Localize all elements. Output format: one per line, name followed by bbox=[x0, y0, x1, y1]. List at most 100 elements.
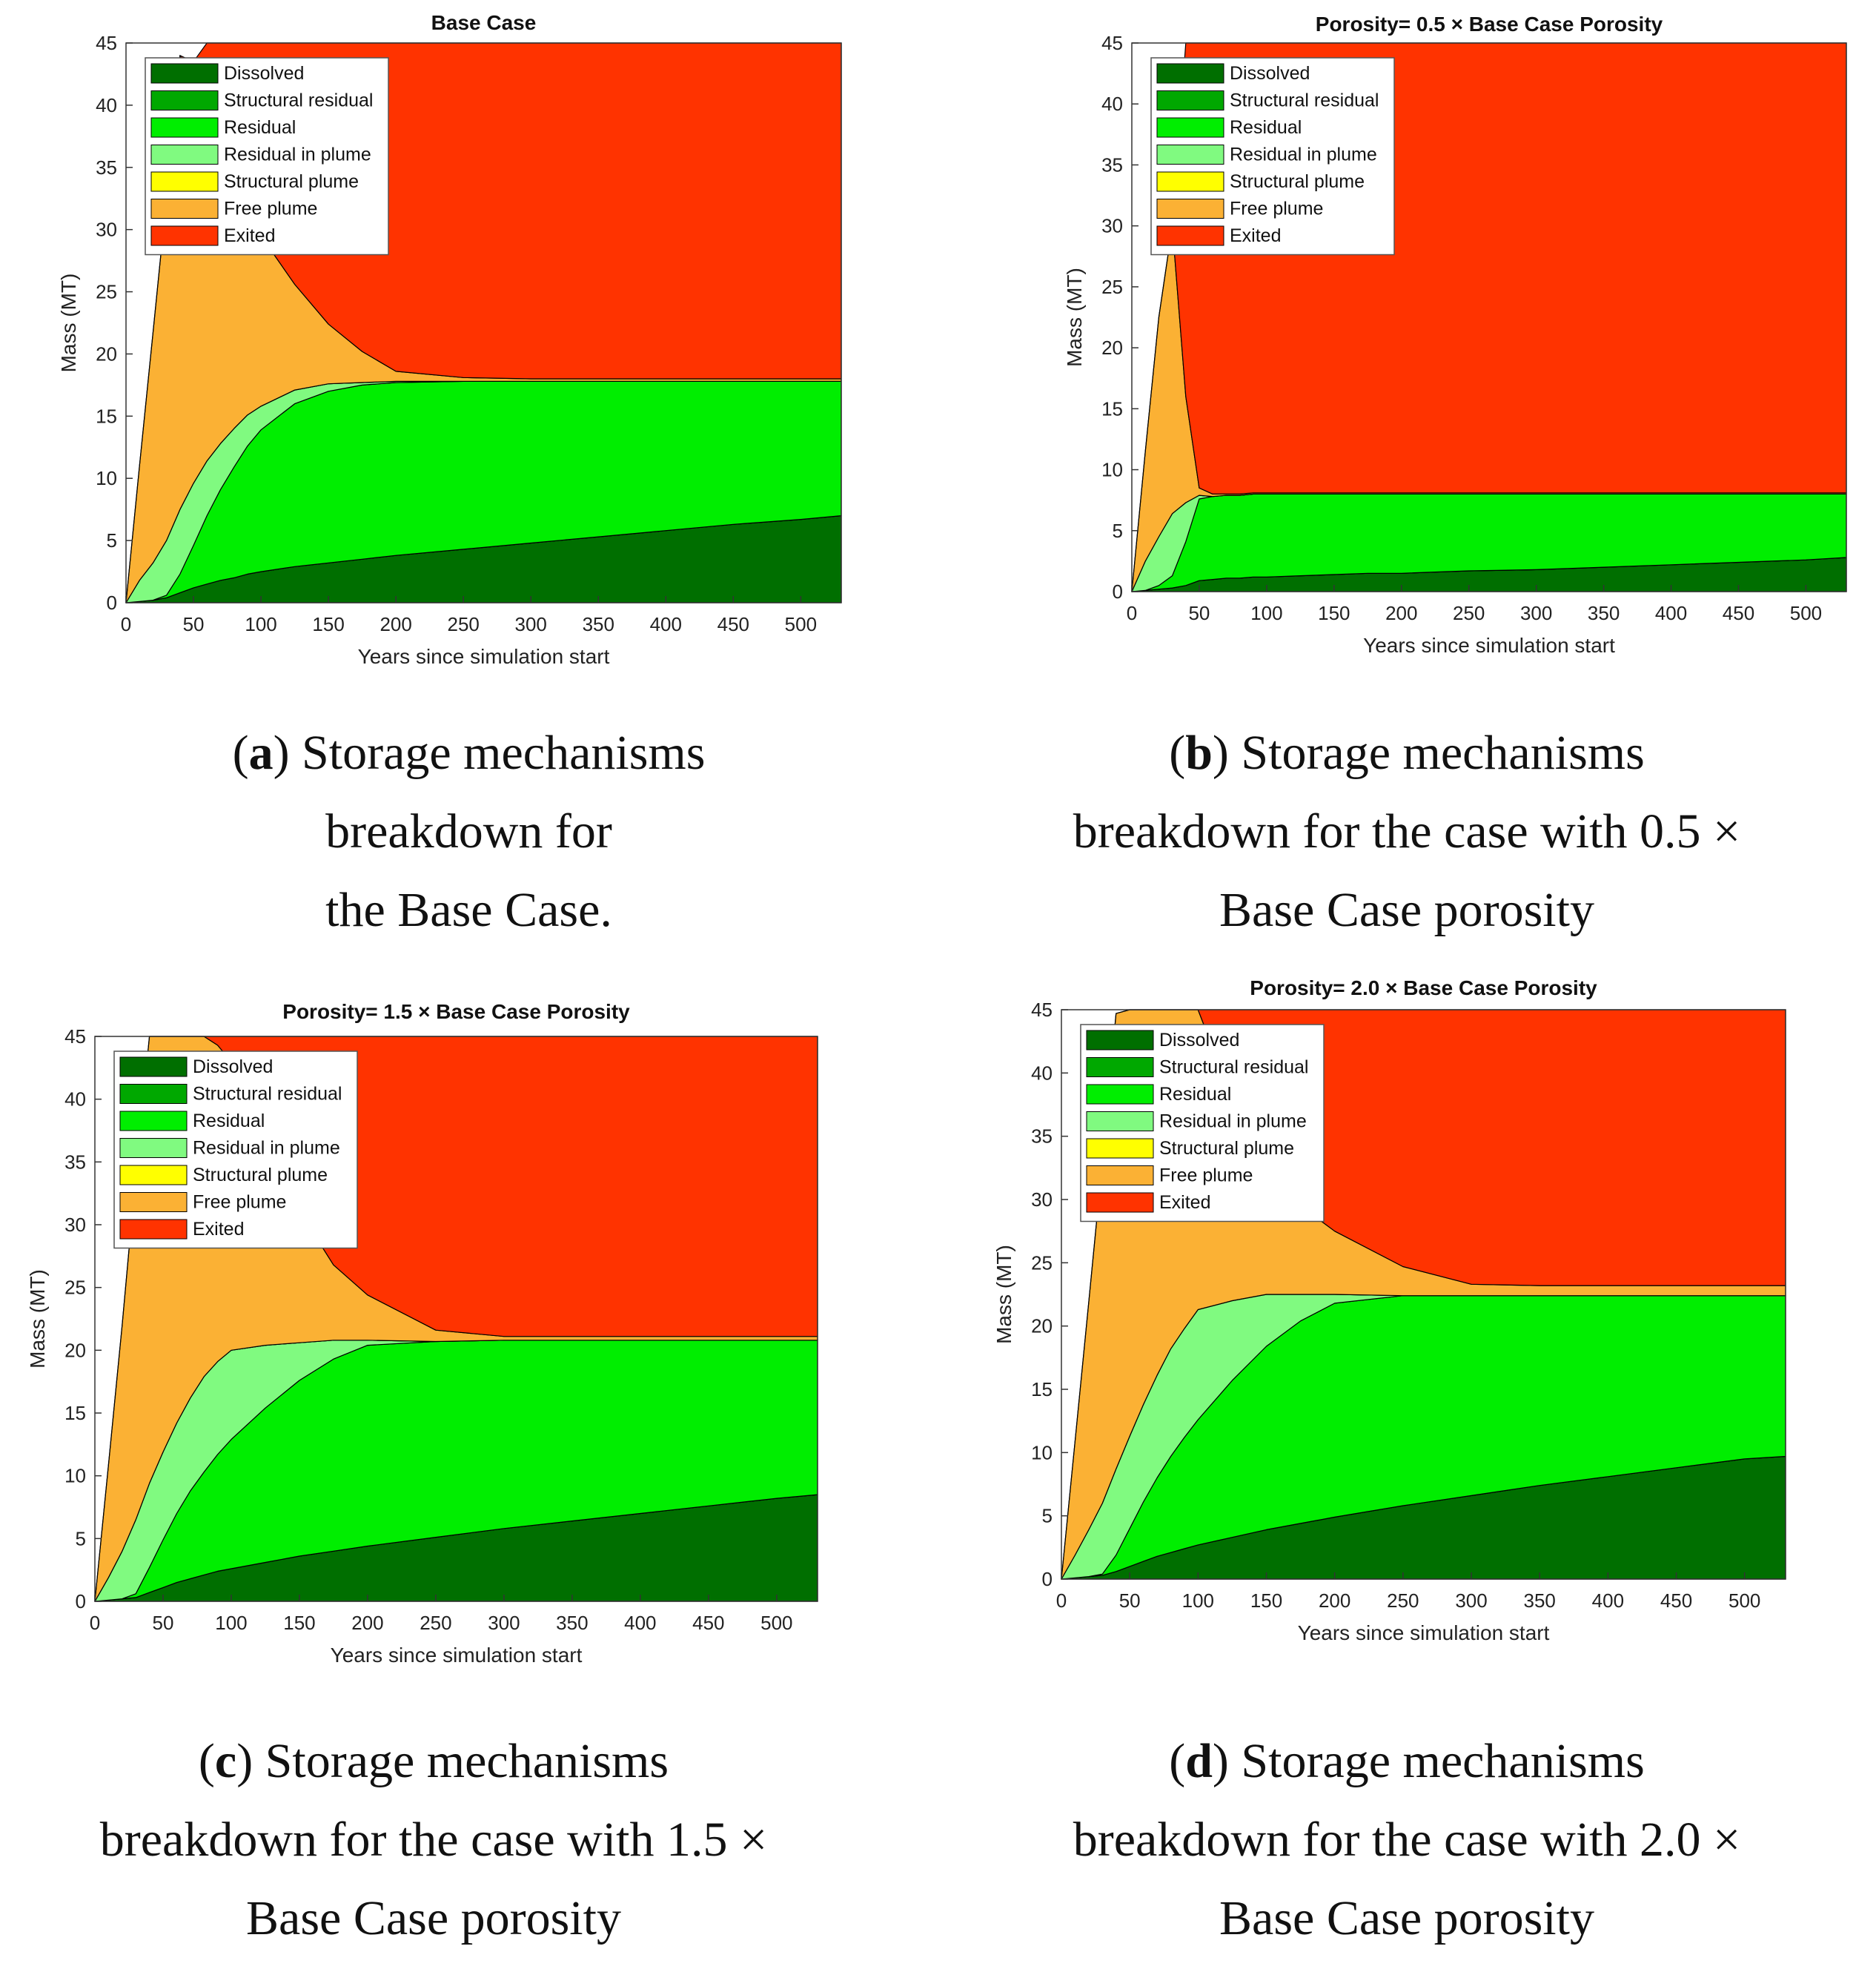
y-tick-label-a: 40 bbox=[96, 94, 117, 116]
y-tick-label-c: 30 bbox=[64, 1214, 86, 1236]
x-tick-label-c: 350 bbox=[556, 1612, 588, 1634]
caption-b-line-1: (b) Storage mechanisms bbox=[1169, 726, 1645, 780]
x-tick-label-d: 0 bbox=[1056, 1589, 1067, 1612]
y-axis-label-c: Mass (MT) bbox=[26, 1269, 49, 1369]
x-tick-label-d: 300 bbox=[1455, 1589, 1487, 1612]
legend-label-c: Dissolved bbox=[193, 1056, 273, 1077]
y-tick-label-d: 45 bbox=[1031, 999, 1053, 1021]
y-axis-label-d: Mass (MT) bbox=[992, 1245, 1015, 1344]
x-tick-label-b: 100 bbox=[1250, 602, 1282, 624]
chart-title-a: Base Case bbox=[431, 11, 537, 34]
legend-swatch-c bbox=[119, 1056, 188, 1077]
y-tick-label-c: 10 bbox=[64, 1465, 86, 1487]
caption-a-letter: a bbox=[248, 726, 274, 780]
caption-b-line-3: Base Case porosity bbox=[1219, 883, 1594, 937]
x-tick-label-d: 150 bbox=[1250, 1589, 1282, 1612]
legend-label-d: Dissolved bbox=[1159, 1030, 1239, 1050]
caption-c-line-1: (c) Storage mechanisms bbox=[198, 1734, 669, 1788]
x-tick-label-a: 150 bbox=[312, 613, 344, 635]
legend-swatch-b bbox=[1156, 199, 1224, 219]
chart-panel-a: 0 50 100 150 200 250 300 350 400 450 500 0 5 10 15 20 25… bbox=[0, 0, 938, 689]
legend-swatch-c bbox=[119, 1111, 188, 1131]
legend-swatch-c bbox=[119, 1192, 188, 1212]
chart-title-c: Porosity= 1.5 × Base Case Porosity bbox=[282, 1000, 630, 1023]
caption-c-line-3: Base Case porosity bbox=[246, 1891, 621, 1945]
chart-svg-c: 0 50 100 150 200 250 300 350 400 450 500 0 5 10 15 20 25… bbox=[26, 1000, 818, 1667]
chart-svg-b: 0 50 100 150 200 250 300 350 400 450 500 0 5 10 15 20 25… bbox=[1063, 13, 1847, 657]
legend-label-d: Exited bbox=[1159, 1192, 1210, 1213]
legend-swatch-d bbox=[1086, 1057, 1154, 1077]
legend-label-d: Residual bbox=[1159, 1084, 1231, 1105]
legend-label-b: Dissolved bbox=[1230, 63, 1310, 84]
legend-swatch-d bbox=[1086, 1192, 1154, 1213]
caption-d-line-2: breakdown for the case with 2.0 × bbox=[1073, 1813, 1741, 1867]
y-tick-label-d: 35 bbox=[1031, 1125, 1053, 1148]
legend-label-c: Exited bbox=[193, 1219, 244, 1240]
legend-label-c: Free plume bbox=[193, 1192, 286, 1213]
chart-title-d: Porosity= 2.0 × Base Case Porosity bbox=[1250, 976, 1597, 999]
legend-swatch-c bbox=[119, 1165, 188, 1185]
legend-swatch-b bbox=[1156, 90, 1224, 110]
x-axis-label-a: Years since simulation start bbox=[358, 645, 610, 668]
y-tick-label-a: 5 bbox=[107, 529, 117, 552]
legend-swatch-c bbox=[119, 1219, 188, 1240]
legend-label-c: Residual bbox=[193, 1111, 265, 1131]
legend-label-a: Residual in plume bbox=[224, 145, 371, 165]
legend-label-a: Residual bbox=[224, 117, 296, 138]
legend-swatch-d bbox=[1086, 1165, 1154, 1185]
caption-a: (a) Storage mechanisms breakdown for the… bbox=[0, 714, 938, 950]
legend-label-c: Structural residual bbox=[193, 1084, 342, 1105]
legend-swatch-b bbox=[1156, 225, 1224, 246]
x-tick-label-a: 0 bbox=[121, 613, 131, 635]
y-tick-label-a: 25 bbox=[96, 281, 117, 303]
x-tick-label-c: 500 bbox=[760, 1612, 792, 1634]
y-tick-label-c: 5 bbox=[76, 1527, 86, 1549]
legend-swatch-d bbox=[1086, 1138, 1154, 1159]
y-tick-label-a: 30 bbox=[96, 219, 117, 241]
x-tick-label-b: 150 bbox=[1318, 602, 1350, 624]
x-tick-label-c: 250 bbox=[420, 1612, 451, 1634]
y-tick-label-d: 25 bbox=[1031, 1251, 1053, 1274]
legend-swatch-a bbox=[150, 199, 219, 219]
x-tick-label-a: 400 bbox=[650, 613, 682, 635]
y-tick-label-c: 20 bbox=[64, 1339, 86, 1361]
legend-label-d: Residual in plume bbox=[1159, 1111, 1307, 1132]
legend-swatch-c bbox=[119, 1084, 188, 1104]
y-axis-label-b: Mass (MT) bbox=[1063, 268, 1086, 367]
axes-box-b bbox=[1131, 42, 1847, 592]
y-tick-label-c: 15 bbox=[64, 1402, 86, 1424]
x-tick-label-d: 350 bbox=[1523, 1589, 1555, 1612]
x-tick-label-d: 50 bbox=[1119, 1589, 1141, 1612]
legend-label-b: Free plume bbox=[1230, 199, 1323, 219]
legend-swatch-b bbox=[1156, 63, 1224, 84]
y-tick-label-d: 0 bbox=[1042, 1568, 1053, 1590]
legend-label-a: Structural residual bbox=[224, 90, 373, 111]
y-tick-label-b: 15 bbox=[1101, 397, 1123, 420]
x-tick-label-c: 0 bbox=[90, 1612, 100, 1634]
legend-swatch-a bbox=[150, 225, 219, 246]
x-tick-label-b: 400 bbox=[1655, 602, 1687, 624]
chart-svg-d: 0 50 100 150 200 250 300 350 400 450 500 0 5 10 15 20 25… bbox=[992, 976, 1786, 1644]
chart-svg-a: 0 50 100 150 200 250 300 350 400 450 500 0 5 10 15 20 25… bbox=[57, 11, 842, 668]
x-axis-label-c: Years since simulation start bbox=[331, 1644, 583, 1667]
legend-swatch-c bbox=[119, 1138, 188, 1158]
legend-label-d: Free plume bbox=[1159, 1165, 1253, 1186]
y-tick-label-c: 40 bbox=[64, 1088, 86, 1111]
x-tick-label-b: 50 bbox=[1188, 602, 1210, 624]
caption-c-letter: c bbox=[214, 1734, 237, 1788]
caption-a-line-3: the Base Case. bbox=[325, 883, 612, 937]
legend-label-d: Structural plume bbox=[1159, 1138, 1294, 1159]
y-tick-label-d: 10 bbox=[1031, 1441, 1053, 1463]
legend-swatch-a bbox=[150, 63, 219, 84]
x-tick-label-d: 500 bbox=[1728, 1589, 1760, 1612]
legend-label-a: Dissolved bbox=[224, 63, 304, 84]
y-tick-label-a: 10 bbox=[96, 467, 117, 489]
legend-label-c: Residual in plume bbox=[193, 1138, 340, 1159]
x-tick-label-b: 350 bbox=[1588, 602, 1620, 624]
caption-d-line-3: Base Case porosity bbox=[1219, 1891, 1594, 1945]
y-tick-label-b: 10 bbox=[1101, 459, 1123, 481]
legend-swatch-a bbox=[150, 145, 219, 165]
legend-label-d: Structural residual bbox=[1159, 1057, 1308, 1078]
y-tick-label-b: 30 bbox=[1101, 215, 1123, 237]
x-tick-label-d: 200 bbox=[1319, 1589, 1350, 1612]
